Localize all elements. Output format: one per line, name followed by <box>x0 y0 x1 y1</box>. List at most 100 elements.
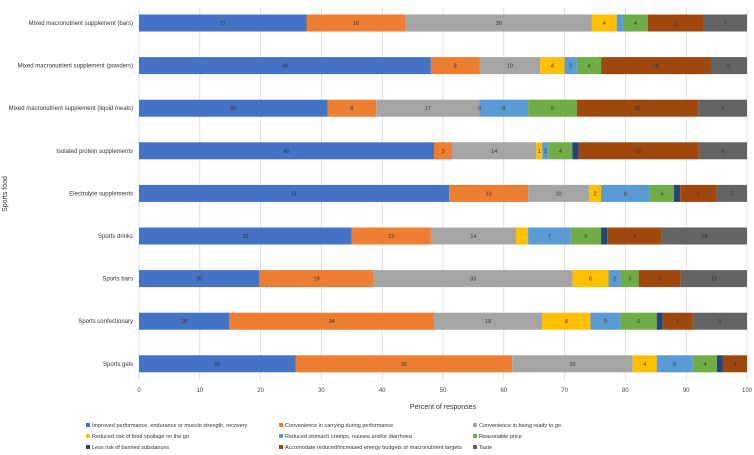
segment-label: 3 <box>628 277 631 283</box>
segment-label: 13 <box>486 191 492 197</box>
legend-swatch <box>473 423 477 427</box>
segment-label: 17 <box>425 106 431 112</box>
segment-label: 2 <box>593 191 596 197</box>
bar-segment <box>662 312 693 330</box>
segment-label: 4 <box>643 362 646 368</box>
segment-label: 8 <box>454 64 457 70</box>
segment-label: 6 <box>589 277 592 283</box>
segment-label: 16 <box>353 21 359 27</box>
bar-segment <box>616 14 623 32</box>
segment-label: 26 <box>214 362 220 368</box>
bar-segment <box>139 14 307 32</box>
legend-swatch <box>279 423 283 427</box>
x-tick-label: 80 <box>622 388 629 394</box>
segment-label: 34 <box>329 319 335 325</box>
segment-label: 9 <box>674 21 677 27</box>
y-axis-title: Sports food <box>2 176 9 212</box>
bar-segment <box>306 14 406 32</box>
legend-label: Reduced risk of food spoilage on the go <box>92 434 189 440</box>
bar-segment <box>591 14 617 32</box>
bar-segment <box>698 99 747 117</box>
segment-label: 4 <box>551 64 554 70</box>
segment-label: 6 <box>697 191 700 197</box>
segment-label: 8 <box>502 106 505 112</box>
bar-segment <box>229 312 434 330</box>
bar-segment <box>716 184 747 202</box>
bar-segment <box>620 270 639 288</box>
bar-segment <box>638 270 681 288</box>
category-label: Mixed macronutrient supplement (liquid m… <box>9 106 133 112</box>
bar-segment <box>430 227 516 245</box>
legend-label: Reasonable price <box>479 434 522 440</box>
legend-label: Convenience in carrying during performan… <box>285 423 393 429</box>
bar-segment <box>647 14 704 32</box>
legend-label: Improved performance, endurance or muscl… <box>92 423 248 429</box>
segment-label: 8 <box>721 149 724 155</box>
segment-label: 49 <box>283 149 289 155</box>
segment-label: 4 <box>660 191 663 197</box>
bar-segment <box>661 227 747 245</box>
bar-segment <box>528 227 571 245</box>
segment-label: 8 <box>624 191 627 197</box>
segment-label: 9 <box>633 234 636 240</box>
bar-segment <box>139 270 260 288</box>
bar-segment <box>674 184 681 202</box>
segment-label: 14 <box>701 234 707 240</box>
bar-segment <box>656 355 693 373</box>
segment-label: 4 <box>603 21 606 27</box>
legend-label: Accomodate reduced/increased energy budg… <box>285 445 462 451</box>
segment-label: 4 <box>587 64 590 70</box>
x-tick-label: 30 <box>318 388 325 394</box>
segment-label: 5 <box>584 234 587 240</box>
x-tick-label: 40 <box>379 388 386 394</box>
segment-label: 30 <box>496 21 502 27</box>
bar-segment <box>373 270 573 288</box>
bar-segment <box>607 227 662 245</box>
category-label: Sports bars <box>102 277 133 283</box>
segment-label: 9 <box>721 106 724 112</box>
bar-segment <box>632 355 657 373</box>
bar-segment <box>515 227 529 245</box>
bar-segment <box>139 99 328 117</box>
category-label: Mixed macronutrient supplement (bars) <box>29 21 133 27</box>
segment-label: 8 <box>565 319 568 325</box>
segment-label: 14 <box>491 149 497 155</box>
segment-label: 11 <box>711 277 717 283</box>
segment-label: 33 <box>470 277 476 283</box>
bar-segment <box>703 14 747 32</box>
segment-label: 1 <box>538 149 541 155</box>
bar-segment <box>716 355 723 373</box>
segment-label: 5 <box>730 191 733 197</box>
bar-segment <box>576 99 699 117</box>
segment-label: 0 <box>478 106 481 112</box>
legend-swatch <box>86 434 90 438</box>
x-tick-label: 0 <box>137 388 141 394</box>
segment-label: 20 <box>569 362 575 368</box>
bar-segment <box>601 227 608 245</box>
bar-segment <box>601 184 650 202</box>
bar-segment <box>433 312 543 330</box>
bar-segment <box>528 184 589 202</box>
category-label: Sports drinks <box>98 234 133 240</box>
segment-label: 14 <box>470 234 476 240</box>
bar-segment <box>430 57 480 75</box>
bar-segment <box>564 57 577 75</box>
bar-segment <box>692 312 747 330</box>
bar-segment <box>139 184 450 202</box>
x-tick-label: 20 <box>257 388 264 394</box>
bar-segment <box>512 355 633 373</box>
bar-segment <box>405 14 592 32</box>
x-tick-label: 90 <box>683 388 690 394</box>
segment-label: 3 <box>441 149 444 155</box>
segment-label: 8 <box>551 106 554 112</box>
legend-label: Taste <box>479 445 492 451</box>
bar-segment <box>528 99 577 117</box>
segment-label: 27 <box>220 21 226 27</box>
category-label: Sports confectionary <box>78 319 133 325</box>
segment-label: 18 <box>485 319 491 325</box>
bar-segment <box>590 312 621 330</box>
x-tick-labels: 0 10 20 30 40 50 60 70 80 90 100 <box>137 388 752 394</box>
legend-swatch <box>279 434 283 438</box>
bar-segment <box>479 99 529 117</box>
